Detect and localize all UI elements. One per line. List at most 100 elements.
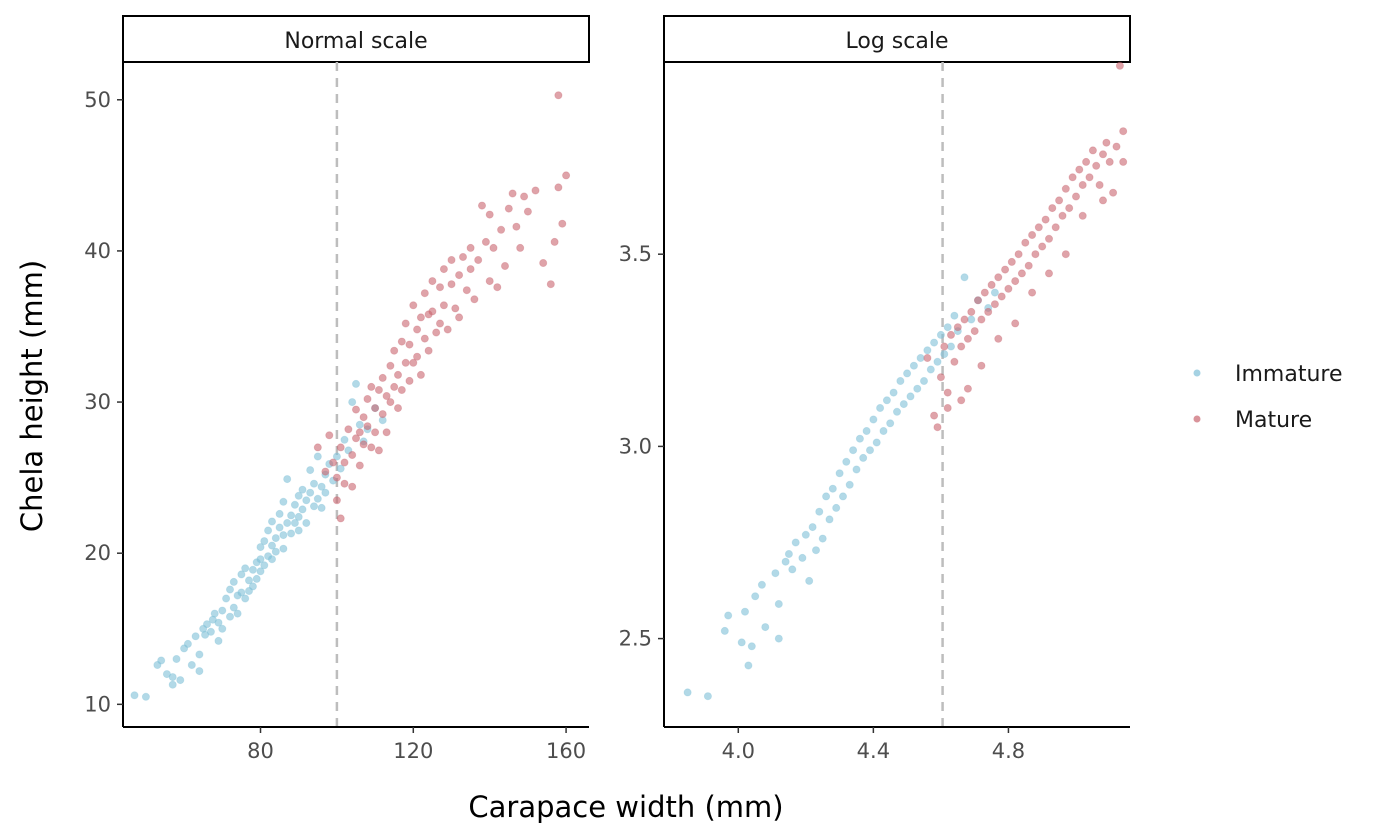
log-scale-point-mature-69 [943,403,952,412]
log-scale-point-immature-51 [909,361,918,370]
normal-scale-point-immature-46 [260,537,269,546]
log-scale-point-mature-0 [923,353,932,362]
log-scale-point-immature-69 [990,288,999,297]
normal-scale-point-mature-11 [348,450,357,459]
normal-scale-point-immature-3 [157,656,166,665]
log-scale-point-immature-57 [930,338,939,347]
normal-scale-point-immature-33 [237,588,246,597]
log-scale-y-tick-label-2: 3.5 [619,242,652,266]
strip-normal-scale-box [122,15,590,63]
log-scale-point-mature-68 [957,396,966,405]
normal-scale-point-immature-41 [252,574,261,583]
legend-key-mature [1193,415,1201,423]
normal-scale-point-mature-7 [336,443,345,452]
normal-scale-point-mature-33 [390,382,399,391]
log-scale-point-mature-18 [987,280,996,289]
normal-scale-point-mature-25 [374,385,383,394]
normal-scale-point-mature-43 [409,301,418,310]
log-scale-point-immature-29 [835,469,844,478]
log-scale-point-immature-27 [828,484,837,493]
log-scale-point-mature-54 [1109,188,1118,197]
normal-scale-point-mature-29 [382,391,391,400]
normal-scale-point-mature-14 [351,405,360,414]
normal-scale-point-mature-70 [470,295,479,304]
normal-scale-point-mature-61 [447,280,456,289]
log-scale-series-immature [683,273,999,701]
normal-scale-point-mature-41 [405,376,414,385]
log-scale-point-immature-28 [832,503,841,512]
normal-scale-point-mature-21 [367,443,376,452]
normal-scale-point-immature-23 [218,606,227,615]
log-scale-point-immature-62 [947,342,956,351]
panel-log-scale: Log scale 4.0 4.4 4.8 2.5 3.0 3.5 [619,15,1131,763]
normal-scale-point-mature-34 [390,346,399,355]
log-scale-point-immature-19 [801,530,810,539]
normal-scale-point-mature-30 [382,428,391,437]
log-scale-point-immature-32 [845,480,854,489]
log-scale-point-mature-27 [1017,269,1026,278]
log-scale-point-mature-37 [1051,223,1060,232]
log-scale-point-mature-8 [953,323,962,332]
log-scale-point-mature-56 [1115,61,1124,70]
normal-scale-point-immature-7 [172,655,181,664]
normal-scale-point-mature-15 [355,428,364,437]
normal-scale-point-mature-53 [428,277,437,286]
log-scale-point-immature-6 [744,661,753,670]
normal-scale-point-immature-13 [195,650,204,659]
log-scale-point-mature-3 [936,373,945,382]
normal-scale-point-mature-67 [462,286,471,295]
log-scale-point-immature-55 [923,346,932,355]
normal-scale-point-immature-63 [290,500,299,509]
log-scale-point-mature-67 [963,384,972,393]
normal-scale-point-mature-5 [332,496,341,505]
normal-scale-point-mature-79 [500,261,509,270]
normal-scale-point-immature-39 [248,582,257,591]
normal-scale-point-immature-1 [141,692,150,701]
normal-scale-point-immature-67 [294,526,303,535]
normal-scale-point-mature-75 [485,210,494,219]
normal-scale-point-immature-64 [290,519,299,528]
log-scale-point-immature-10 [761,623,770,632]
normal-scale-series-immature [130,379,387,701]
normal-scale-point-mature-88 [546,280,555,289]
log-scale-point-immature-48 [899,400,908,409]
log-scale-point-immature-18 [798,553,807,562]
log-scale-point-mature-47 [1085,173,1094,182]
normal-scale-point-immature-29 [229,577,238,586]
log-scale-point-immature-42 [879,426,888,435]
normal-scale-point-mature-84 [520,192,529,201]
log-scale-point-mature-66 [977,361,986,370]
normal-scale-point-immature-14 [195,667,204,676]
normal-scale-point-mature-13 [351,434,360,443]
normal-scale-point-immature-61 [287,511,296,520]
log-scale-x-tick-label-2: 4.8 [992,739,1025,763]
normal-scale-point-immature-76 [313,494,322,503]
normal-scale-point-mature-54 [428,307,437,316]
normal-scale-point-mature-71 [474,255,483,264]
normal-scale-series-mature [313,91,571,523]
log-scale-point-immature-5 [741,607,750,616]
log-scale-point-immature-30 [839,492,848,501]
normal-scale-point-immature-24 [218,624,227,633]
normal-scale-point-immature-5 [168,680,177,689]
log-scale-point-immature-45 [889,388,898,397]
normal-scale-point-mature-32 [386,398,395,407]
normal-scale-point-immature-49 [267,541,276,550]
normal-scale-point-mature-46 [413,352,422,361]
log-scale-point-mature-34 [1041,215,1050,224]
normal-scale-point-immature-50 [267,555,276,564]
log-scale-point-immature-53 [916,353,925,362]
normal-scale-point-mature-19 [363,394,372,403]
normal-scale-point-mature-80 [504,204,513,213]
normal-scale-point-mature-40 [401,319,410,328]
normal-scale-point-immature-58 [279,497,288,506]
normal-scale-point-immature-78 [317,482,326,491]
normal-scale-point-immature-11 [187,661,196,670]
normal-scale-point-immature-77 [313,452,322,461]
log-scale-point-immature-58 [933,357,942,366]
log-scale-point-immature-61 [943,323,952,332]
log-scale-point-mature-60 [1078,211,1087,220]
log-scale-point-immature-40 [872,438,881,447]
normal-scale-point-immature-43 [256,567,265,576]
